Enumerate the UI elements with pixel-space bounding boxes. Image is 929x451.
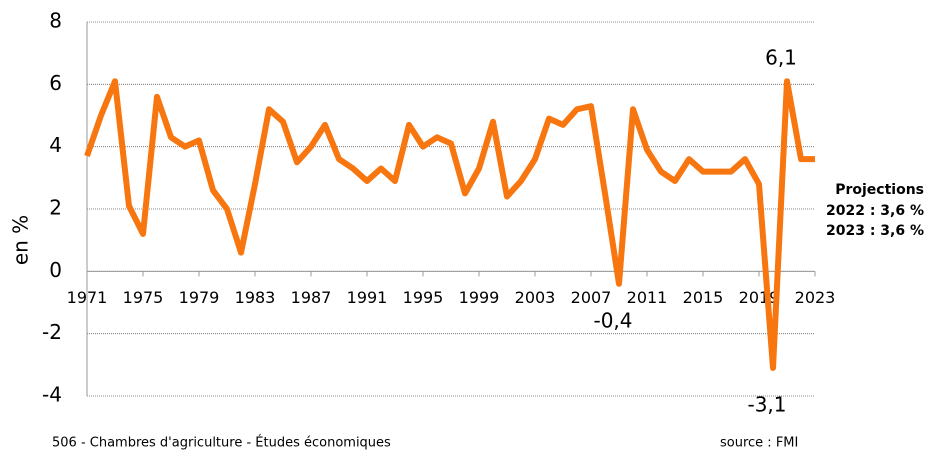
x-tick-label: 1979: [179, 288, 220, 307]
y-tick-label: 0: [49, 258, 62, 282]
x-tick-label: 1995: [403, 288, 444, 307]
x-tick-label: 2015: [683, 288, 724, 307]
footer-left: 506 - Chambres d'agriculture - Études éc…: [52, 435, 391, 451]
x-tick-label: 1991: [347, 288, 388, 307]
y-tick-label: -4: [42, 383, 62, 407]
line: [84, 78, 815, 371]
x-tick-label: 1983: [235, 288, 276, 307]
data-label: -3,1: [747, 392, 786, 416]
data-label: 6,1: [765, 46, 797, 70]
annotation: 2022 : 3,6 %: [826, 203, 924, 219]
x-tick-label: 1999: [459, 288, 500, 307]
annotation: 2023 : 3,6 %: [826, 223, 924, 239]
x-tick-label: 2011: [627, 288, 668, 307]
y-axis-label: en %: [9, 215, 33, 265]
x-tick-label: 1975: [123, 288, 164, 307]
y-tick-label: 2: [49, 196, 62, 220]
footer-right: source : FMI: [720, 436, 798, 451]
y-tick-label: 6: [49, 71, 62, 95]
y-tick-label: -2: [42, 320, 62, 344]
annotation: Projections: [835, 182, 924, 198]
y-tick-label: 4: [49, 133, 62, 157]
data-label: -0,4: [593, 308, 632, 332]
x-tick-label: 2007: [571, 288, 612, 307]
x-tick-label: 2003: [515, 288, 556, 307]
x-tick-label: 2023: [795, 288, 836, 307]
x-tick-label: 1987: [291, 288, 332, 307]
x-tick-label: 1971: [67, 288, 108, 307]
y-tick-label: 8: [49, 9, 62, 33]
